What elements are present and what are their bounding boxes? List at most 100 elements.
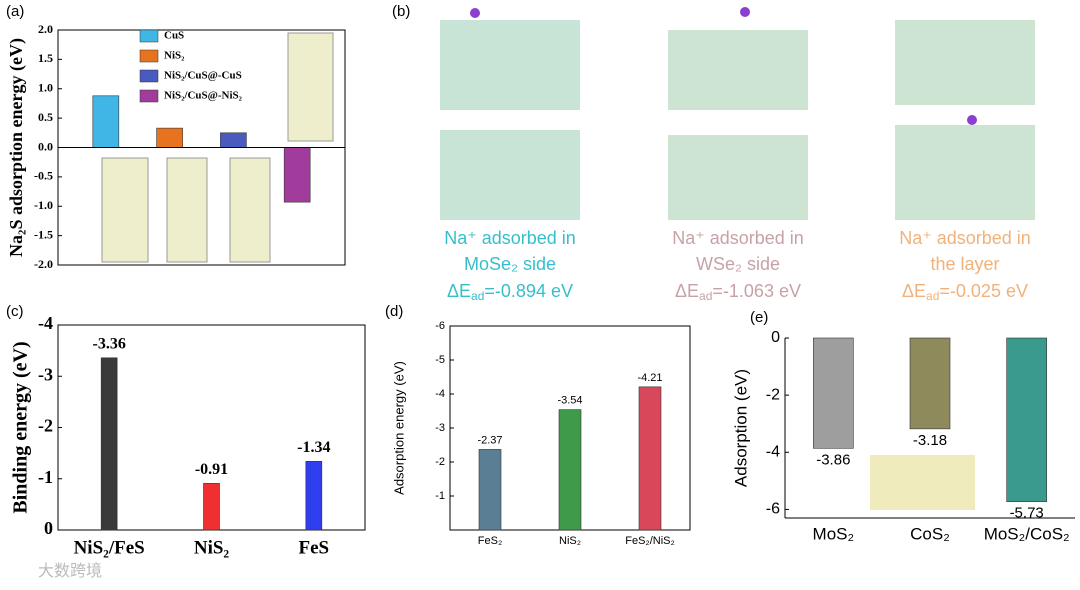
panel-label: (e) [750,309,768,326]
legend-swatch [139,49,159,63]
value-label: -1.34 [297,439,330,456]
value-label: -0.91 [195,461,228,478]
bar [638,386,662,531]
y-tick-label: -4 [435,388,445,400]
x-tick-label: FeS₂/NiS₂ [625,535,675,547]
x-tick-label: FeS₂ [478,535,502,547]
bar [1006,337,1047,503]
structure [895,125,1035,220]
value-label: -3.36 [93,336,126,353]
energy-text: ΔE [902,281,926,301]
y-tick-label: -3 [435,422,445,434]
caption-line: Na⁺ adsorbed in [444,228,576,248]
y-tick-label: 1.0 [38,81,53,95]
structure [440,20,580,110]
energy-text: =-0.025 eV [939,281,1028,301]
bar [283,147,311,203]
bar [909,337,951,430]
y-axis-label: Binding energy (eV) [10,341,32,513]
bar [305,461,323,531]
caption-line: the layer [930,254,999,274]
x-tick-label: FeS [299,537,330,558]
y-tick-label: 0.0 [38,139,53,153]
legend-label: NiS₂/CuS@-NiS₂ [164,90,243,102]
panel-label: (b) [392,3,410,20]
structure [440,130,580,220]
y-tick-label: 0 [771,329,780,346]
y-axis-label: Na₂S adsorption energy (eV) [6,38,27,257]
x-tick-label: MoS₂/CoS₂ [984,524,1070,543]
energy-text: ΔE [447,281,471,301]
y-tick-label: -2.0 [34,257,53,271]
caption-energy: ΔEad=-1.063 eV [675,281,801,303]
atom [740,7,750,17]
structure [668,30,808,110]
legend-label: NiS₂/CuS@-CuS [164,70,242,82]
energy-text: =-0.894 eV [484,281,573,301]
structure [166,157,208,263]
atom [967,115,977,125]
x-tick-label: NiS₂/FeS [74,537,145,558]
structure [101,157,149,263]
structure [870,455,975,510]
y-tick-label: -0.5 [34,169,53,183]
y-axis-label: Adsorption energy (eV) [391,361,406,495]
energy-sub: ad [926,289,939,303]
energy-sub: ad [471,289,484,303]
y-tick-label: -1.0 [34,198,53,212]
bar [813,337,854,449]
caption-line: MoSe₂ side [464,254,556,274]
y-axis-label: Adsorption (eV) [731,369,750,487]
value-label: -4.21 [637,372,662,384]
x-tick-label: NiS₂ [194,537,230,558]
y-tick-label: -5 [435,354,445,366]
bar [203,483,220,531]
value-label: -3.18 [913,432,947,449]
caption-energy: ΔEad=-0.894 eV [447,281,573,303]
y-tick-label: -4 [766,444,780,461]
panel-label: (d) [385,303,403,320]
legend-swatch [139,89,159,103]
value-label: -5.73 [1010,505,1044,522]
caption-energy: ΔEad=-0.025 eV [902,281,1028,303]
y-tick-label: 0 [44,518,53,538]
y-tick-label: -2 [435,456,445,468]
bar [156,127,183,148]
legend-label: CuS [164,30,184,42]
structure [895,20,1035,105]
structure [668,135,808,220]
watermark: 大数跨境 [38,561,102,580]
value-label: -3.86 [816,451,850,468]
y-tick-label: -3 [38,364,53,384]
bar [92,95,120,148]
panel-label: (a) [6,3,24,20]
value-label: -2.37 [477,435,502,447]
legend-label: NiS₂ [164,50,185,62]
structure [287,32,334,142]
caption-line: WSe₂ side [696,254,780,274]
caption-line: Na⁺ adsorbed in [899,228,1031,248]
energy-sub: ad [699,289,712,303]
energy-text: ΔE [675,281,699,301]
inset-structures [101,32,975,510]
panel-b-structures [440,7,1035,220]
y-tick-label: -1 [38,467,53,487]
bar [220,132,247,148]
panel-label: (c) [6,303,24,320]
bar [100,357,118,531]
legend-swatch [139,29,159,43]
bar [478,449,502,531]
x-tick-label: NiS₂ [559,535,581,547]
value-label: -3.54 [557,395,582,407]
legend-swatch [139,69,159,83]
y-tick-label: -1 [435,490,445,502]
y-tick-label: 1.5 [38,51,53,65]
bar [558,409,582,531]
y-tick-label: -2 [38,416,53,436]
atom [470,8,480,18]
caption-line: Na⁺ adsorbed in [672,228,804,248]
y-tick-label: -6 [766,501,780,518]
y-tick-label: -2 [766,386,780,403]
x-tick-label: CoS₂ [910,524,950,543]
